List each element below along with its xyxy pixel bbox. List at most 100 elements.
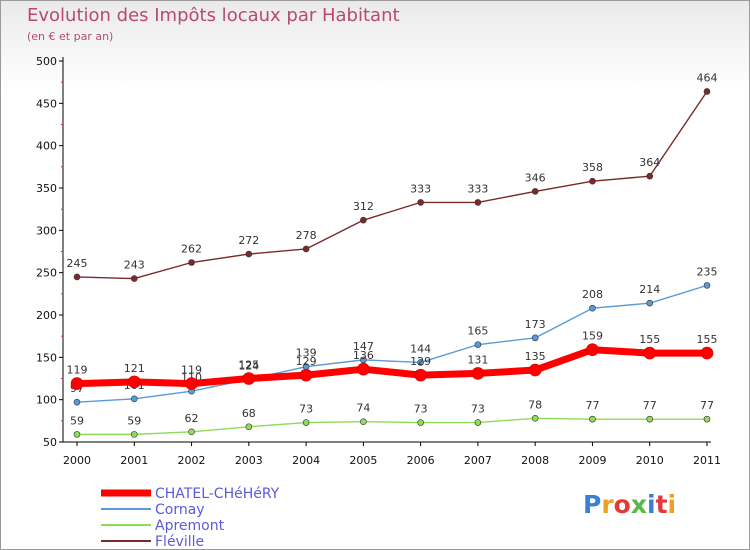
y-tick-label: 400 (36, 140, 57, 153)
legend-label: CHATEL-CHéHéRY (155, 486, 280, 502)
data-label: 333 (467, 182, 488, 195)
data-point (646, 172, 654, 180)
data-point (700, 346, 714, 360)
series-line-CHATEL-CHéHéRY (76, 346, 707, 388)
logo-letter: P (583, 490, 602, 519)
legend-label: Cornay (155, 502, 205, 518)
data-label: 59 (127, 414, 141, 427)
data-point (130, 395, 138, 403)
data-point (646, 415, 654, 423)
data-label: 262 (181, 243, 202, 256)
x-tick-label: 2006 (407, 454, 435, 467)
data-point (188, 428, 195, 436)
data-point (130, 275, 138, 282)
data-point (73, 398, 81, 406)
data-point (531, 334, 539, 342)
data-label: 346 (525, 171, 546, 184)
data-point (360, 216, 367, 224)
data-point (185, 377, 198, 390)
data-label: 165 (467, 325, 488, 338)
data-label: 358 (582, 161, 603, 174)
chart-subtitle: (en € et par an) (27, 30, 114, 43)
proxiti-logo: Proxiti (583, 490, 676, 519)
logo-letter: i (667, 490, 677, 519)
x-tick-label: 2007 (464, 454, 492, 467)
data-point (417, 199, 424, 206)
data-label: 125 (238, 359, 259, 372)
data-label: 214 (639, 283, 660, 296)
legend-label: Apremont (155, 518, 225, 534)
logo-letter: x (630, 490, 647, 519)
data-label: 155 (639, 333, 660, 346)
data-point (589, 415, 596, 423)
y-tick-label: 350 (36, 182, 57, 195)
data-point (127, 375, 141, 389)
data-point (130, 431, 138, 438)
data-label: 278 (296, 229, 317, 242)
data-label: 312 (353, 200, 374, 213)
x-tick-label: 2002 (178, 454, 206, 467)
data-label: 155 (697, 333, 718, 346)
data-label: 159 (582, 330, 603, 343)
data-label: 245 (67, 257, 88, 270)
series-line-Cornay (76, 284, 708, 403)
logo-letter: r (601, 490, 614, 519)
data-label: 243 (124, 259, 145, 272)
data-point (589, 177, 596, 185)
data-point (586, 343, 599, 357)
data-point (471, 367, 485, 380)
data-point (360, 418, 367, 425)
logo-letter: i (647, 490, 656, 519)
data-label: 119 (67, 364, 88, 377)
x-tick-label: 2004 (292, 454, 320, 467)
data-point (302, 419, 310, 426)
data-point (531, 414, 539, 422)
data-label: 333 (410, 182, 431, 195)
data-label: 73 (414, 403, 428, 416)
data-point (70, 377, 84, 390)
data-point (73, 273, 81, 281)
series-line-Fléville (76, 91, 708, 280)
y-tick-label: 450 (36, 97, 57, 110)
data-label: 129 (410, 355, 431, 368)
y-tick-label: 300 (36, 224, 57, 237)
data-label: 62 (185, 412, 199, 425)
x-tick-label: 2005 (349, 454, 377, 467)
data-point (245, 423, 253, 431)
x-tick-label: 2011 (693, 454, 721, 467)
y-tick-label: 50 (43, 436, 57, 449)
data-label: 364 (639, 156, 660, 169)
data-label: 464 (697, 71, 718, 84)
data-point (703, 282, 711, 289)
data-label: 68 (242, 407, 256, 420)
data-point (703, 415, 711, 423)
data-label: 147 (353, 340, 374, 353)
x-tick-label: 2008 (521, 454, 549, 467)
logo-letter: o (613, 490, 631, 519)
data-label: 119 (181, 364, 202, 377)
data-point (302, 245, 310, 253)
data-point (360, 356, 367, 364)
data-label: 135 (525, 350, 546, 363)
data-point (417, 359, 424, 366)
data-point (589, 304, 596, 312)
y-tick-label: 200 (36, 309, 57, 322)
logo-letter: t (655, 490, 668, 519)
data-label: 59 (70, 414, 84, 427)
data-point (245, 250, 253, 258)
data-label: 173 (525, 318, 546, 331)
data-point (474, 341, 482, 348)
data-label: 77 (585, 399, 599, 412)
y-tick-label: 500 (36, 55, 57, 68)
y-tick-label: 150 (36, 351, 57, 364)
data-label: 73 (471, 403, 485, 416)
data-point (528, 363, 542, 377)
data-label: 235 (697, 265, 718, 278)
data-point (643, 346, 657, 360)
data-label: 78 (528, 398, 542, 411)
data-label: 208 (582, 288, 603, 301)
chart-title: Evolution des Impôts locaux par Habitant (27, 5, 400, 26)
data-point (188, 259, 195, 266)
